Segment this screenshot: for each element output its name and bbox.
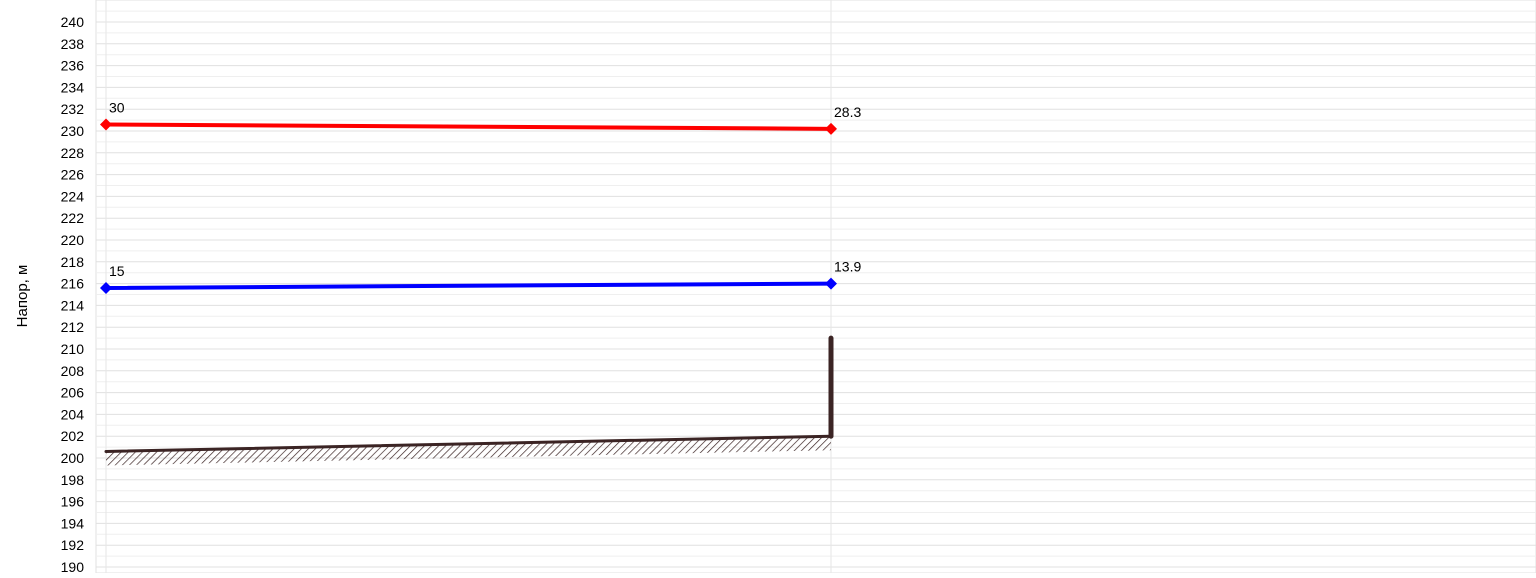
y-tick-label: 234	[61, 79, 85, 95]
y-tick-label: 238	[61, 36, 85, 52]
ground-hatch	[106, 436, 831, 466]
y-tick-label: 232	[61, 101, 85, 117]
data-label: 15	[109, 263, 125, 279]
series-line-0	[104, 122, 833, 131]
y-tick-label: 212	[61, 319, 85, 335]
y-tick-label: 204	[61, 406, 85, 422]
y-tick-label: 206	[61, 385, 85, 401]
y-axis-title: Напор, м	[14, 265, 31, 328]
y-tick-label: 220	[61, 232, 85, 248]
y-tick-label: 190	[61, 559, 85, 573]
data-label: 30	[109, 99, 125, 115]
series-marker-1	[825, 277, 837, 290]
y-tick-label: 226	[61, 167, 85, 183]
series-line-1	[104, 281, 833, 290]
y-tick-label: 224	[61, 188, 85, 204]
y-tick-label: 208	[61, 363, 85, 379]
series-marker-1	[100, 281, 112, 294]
y-tick-label: 198	[61, 472, 85, 488]
y-tick-label: 222	[61, 210, 85, 226]
y-tick-label: 192	[61, 537, 85, 553]
y-tick-label: 218	[61, 254, 85, 270]
series-marker-0	[825, 122, 837, 135]
y-tick-label: 200	[61, 450, 85, 466]
data-label: 13.9	[834, 259, 861, 275]
series-marker-0	[100, 118, 112, 131]
y-tick-label: 194	[61, 515, 85, 531]
y-tick-label: 228	[61, 145, 85, 161]
y-tick-label: 240	[61, 14, 85, 30]
y-tick-label: 230	[61, 123, 85, 139]
y-tick-label: 210	[61, 341, 85, 357]
y-tick-label: 214	[61, 297, 85, 313]
data-label: 28.3	[834, 104, 861, 120]
y-tick-label: 202	[61, 428, 85, 444]
y-tick-label: 236	[61, 58, 85, 74]
y-tick-label: 216	[61, 276, 85, 292]
ground-line	[104, 434, 833, 453]
y-tick-label: 196	[61, 494, 85, 510]
